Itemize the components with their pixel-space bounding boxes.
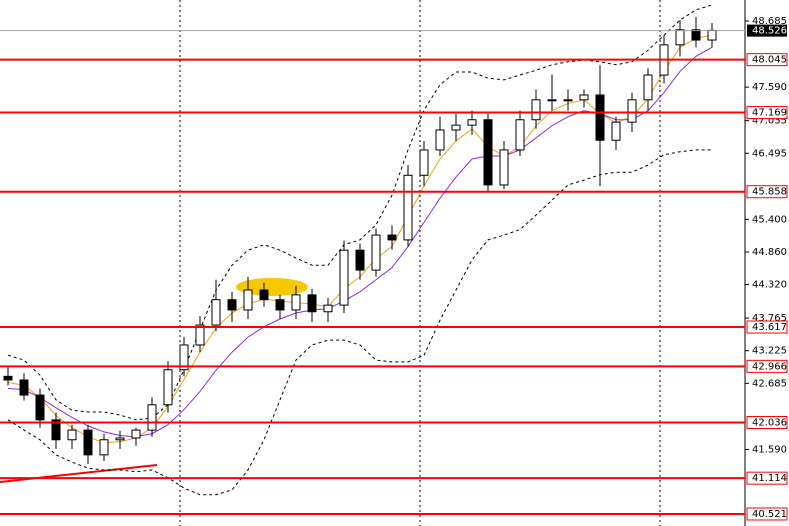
level-label-box <box>746 507 788 521</box>
candle-body <box>291 294 301 311</box>
candle-body <box>131 429 141 439</box>
y-tick-label: 46.495 <box>752 148 787 159</box>
candle-body <box>387 234 397 241</box>
candle-body <box>3 375 13 381</box>
candle-body <box>211 299 221 326</box>
y-tick-label: 47.590 <box>752 82 787 93</box>
y-tick-label: 44.860 <box>752 247 787 258</box>
candle-body <box>179 344 189 371</box>
candle-body <box>499 149 509 186</box>
candle-body <box>227 299 237 311</box>
candle-body <box>259 289 269 301</box>
level-label-box <box>746 471 788 485</box>
candle-body <box>579 94 589 101</box>
indicator-line <box>7 149 712 496</box>
level-label: 48.045 <box>752 55 787 66</box>
level-label-box <box>746 106 788 120</box>
level-label: 42.966 <box>752 361 787 372</box>
candle-body <box>355 249 365 271</box>
level-label: 43.617 <box>752 322 787 333</box>
level-label: 40.521 <box>752 509 787 520</box>
level-label-box <box>746 53 788 67</box>
y-tick-label: 43.225 <box>752 346 787 357</box>
candle-body <box>611 121 621 141</box>
candle-body <box>691 29 701 41</box>
candle-body <box>163 369 173 406</box>
candle-body <box>627 99 637 123</box>
candle-body <box>99 439 109 456</box>
level-label-box <box>746 185 788 199</box>
candle-body <box>243 289 253 311</box>
candle-body <box>67 429 77 441</box>
candle-body <box>147 404 157 431</box>
y-tick-label: 47.035 <box>752 116 787 127</box>
y-tick-label: 45.400 <box>752 214 787 225</box>
candle-body <box>451 124 461 131</box>
level-label: 47.169 <box>752 108 787 119</box>
level-label: 41.114 <box>752 473 787 484</box>
last-price-box <box>747 24 787 37</box>
candle-body <box>675 29 685 46</box>
candle-body <box>595 94 605 141</box>
level-label-box <box>746 320 788 334</box>
highlight <box>236 278 308 296</box>
candle-body <box>563 99 573 102</box>
candle-body <box>51 419 61 441</box>
indicator-line <box>7 4 713 421</box>
y-tick-label: 44.320 <box>752 280 787 291</box>
candle-body <box>195 324 205 346</box>
y-tick-label: 42.685 <box>752 378 787 389</box>
candle-body <box>371 234 381 271</box>
candle-body <box>483 119 493 186</box>
candle-body <box>275 299 285 311</box>
candle-body <box>35 394 45 421</box>
candle-body <box>467 119 477 126</box>
y-tick-label: 48.685 <box>752 16 787 27</box>
y-tick-label: 41.590 <box>752 444 787 455</box>
candle-body <box>531 99 541 121</box>
level-label: 45.858 <box>752 187 787 198</box>
candle-body <box>403 174 413 241</box>
candle-body <box>83 429 93 456</box>
level-label-box <box>746 359 788 373</box>
candle-body <box>307 294 317 313</box>
candle-body <box>643 74 653 101</box>
candle-body <box>115 437 125 441</box>
candle-body <box>435 129 445 151</box>
candle-body <box>19 379 29 396</box>
candle-body <box>515 119 525 151</box>
level-label-box <box>746 416 788 430</box>
last-price-label: 48.526 <box>752 26 787 37</box>
y-tick-label: 43.765 <box>752 313 787 324</box>
candle-body <box>707 29 717 41</box>
candle-body <box>419 149 429 176</box>
level-label: 42.036 <box>752 418 787 429</box>
candle-body <box>339 249 349 306</box>
candle-body <box>547 99 557 102</box>
candle-body <box>323 304 333 313</box>
